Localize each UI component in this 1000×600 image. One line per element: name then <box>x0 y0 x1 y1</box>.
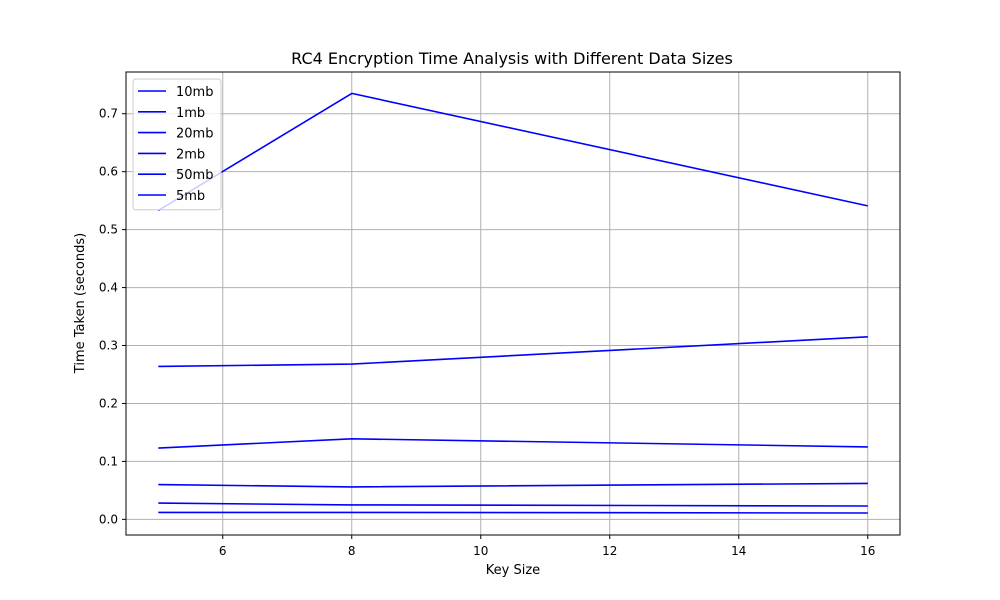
series-line-1mb <box>158 511 868 514</box>
y-axis-label: Time Taken (seconds) <box>73 233 88 374</box>
y-tick-label: 0.1 <box>99 454 118 468</box>
series-line-2mb <box>158 502 868 507</box>
x-axis-label: Key Size <box>486 563 540 578</box>
y-tick-label: 0.4 <box>99 281 118 295</box>
y-tick-label: 0.3 <box>99 339 118 353</box>
chart-title: RC4 Encryption Time Analysis with Differ… <box>291 49 733 68</box>
x-tick-label: 10 <box>473 544 488 558</box>
legend-label: 1mb <box>176 106 205 121</box>
y-tick-label: 0.0 <box>99 512 118 526</box>
legend-label: 2mb <box>176 147 205 162</box>
legend: 10mb 1mb 20mb 2mb 50mb 5mb <box>132 78 222 211</box>
y-tick-label: 0.7 <box>99 107 118 121</box>
legend-label: 20mb <box>176 127 213 142</box>
series-line-10mb <box>158 437 868 449</box>
series-line-50mb <box>157 92 868 212</box>
plot-area-frame <box>125 71 901 536</box>
grid <box>126 72 900 535</box>
y-tick-label: 0.2 <box>99 396 118 410</box>
x-tick-label: 8 <box>348 544 356 558</box>
x-tick-label: 16 <box>860 544 875 558</box>
series-line-5mb <box>158 482 868 488</box>
legend-label: 50mb <box>176 168 213 183</box>
y-axis: 0.0 0.1 0.2 0.3 0.4 0.5 0.6 0.7 <box>99 107 126 526</box>
legend-label: 5mb <box>176 189 205 204</box>
legend-label: 10mb <box>176 85 213 100</box>
series-layer <box>157 92 868 514</box>
x-tick-label: 14 <box>731 544 746 558</box>
x-axis: 6 8 10 12 14 16 <box>219 535 875 558</box>
y-tick-label: 0.5 <box>99 223 118 237</box>
y-tick-label: 0.6 <box>99 165 118 179</box>
x-tick-label: 6 <box>219 544 227 558</box>
series-line-20mb <box>158 336 868 368</box>
x-tick-label: 12 <box>602 544 617 558</box>
